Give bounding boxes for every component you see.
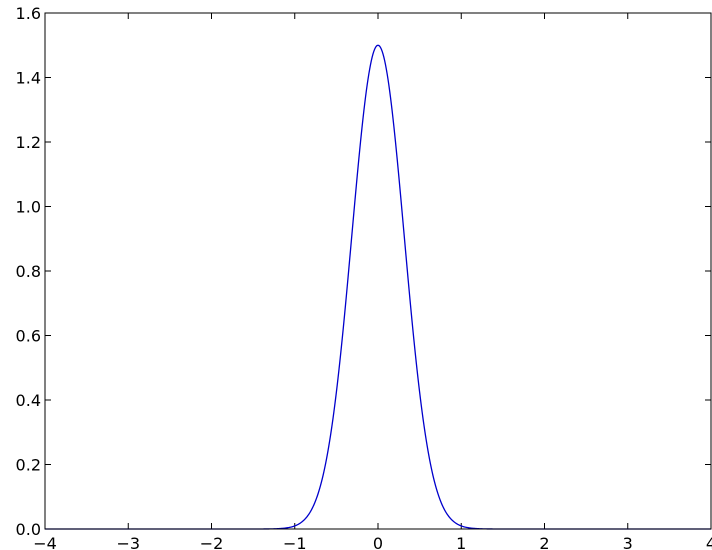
- y-tick-label: 1.6: [16, 4, 41, 23]
- y-tick-label: 0.8: [16, 262, 41, 281]
- ticks-layer: [44, 12, 712, 530]
- x-tick-label: 4: [706, 534, 712, 550]
- y-tick-label: 1.2: [16, 133, 41, 152]
- tick-labels-layer: −4 −3 −2 −1 0 1 2 3 4 0.0 0.2 0.4 0.6 0.8 1.0 1.2 1.4 1.6: [16, 4, 712, 550]
- y-tick-label: 1.4: [16, 69, 41, 88]
- x-tick-label: 0: [373, 534, 383, 550]
- x-tick-label: 3: [623, 534, 633, 550]
- series-layer: [45, 44, 711, 530]
- y-tick-label: 0.4: [16, 391, 41, 410]
- x-tick-label: 2: [539, 534, 549, 550]
- x-tick-label: −4: [33, 534, 57, 550]
- x-tick-label: −2: [200, 534, 224, 550]
- x-tick-label: −1: [283, 534, 307, 550]
- series-line: [45, 44, 711, 530]
- y-tick-label: 0.6: [16, 327, 41, 346]
- y-tick-label: 0.0: [16, 520, 41, 539]
- y-tick-label: 0.2: [16, 456, 41, 475]
- x-tick-label: 1: [456, 534, 466, 550]
- y-tick-label: 1.0: [16, 198, 41, 217]
- axes-frame: [44, 12, 712, 530]
- x-tick-label: −3: [116, 534, 140, 550]
